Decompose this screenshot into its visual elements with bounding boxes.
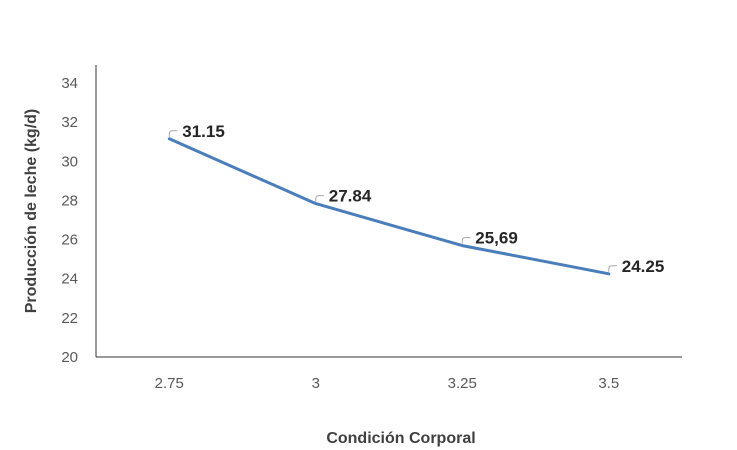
y-tick-label: 22: [61, 310, 78, 327]
x-axis-title: Condición Corporal: [326, 430, 475, 447]
data-label: 25,69: [475, 229, 518, 248]
y-axis-title: Producción de leche (kg/d): [23, 109, 40, 313]
data-label: 27.84: [329, 187, 372, 206]
x-tick-label: 3: [312, 375, 320, 392]
x-tick-label: 3.25: [448, 375, 477, 392]
y-tick-label: 30: [61, 153, 78, 170]
x-axis-ticks: 2.75 3 3.25 3.5: [155, 375, 620, 392]
y-tick-label: 34: [61, 75, 78, 92]
y-tick-label: 24: [61, 271, 78, 288]
y-tick-label: 28: [61, 192, 78, 209]
data-label-leader: [608, 265, 617, 272]
x-tick-label: 3.5: [598, 375, 619, 392]
y-axis-ticks: 20 22 24 26 28 30 32 34: [61, 75, 78, 366]
data-label-leader: [461, 237, 471, 244]
series-line: [167, 137, 611, 276]
data-labels: 31.15 27.84 25,69 24.25: [168, 122, 665, 276]
y-tick-label: 26: [61, 232, 78, 249]
y-tick-label: 32: [61, 114, 78, 131]
data-label-leader: [315, 195, 324, 202]
data-label: 24.25: [622, 257, 665, 276]
data-label: 31.15: [182, 122, 225, 141]
data-label-leader: [168, 130, 178, 137]
x-tick-label: 2.75: [155, 375, 184, 392]
y-tick-label: 20: [61, 349, 78, 366]
